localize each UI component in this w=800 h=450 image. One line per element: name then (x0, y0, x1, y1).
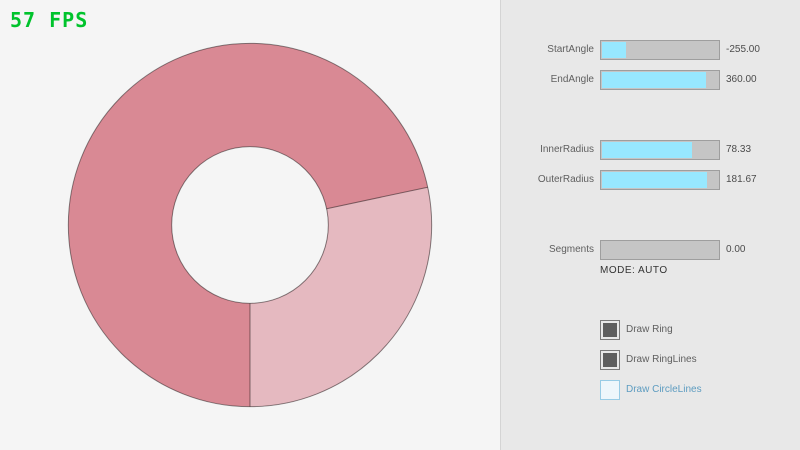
ring-inner-line (171, 146, 329, 304)
slider-value-innerradius: 78.33 (726, 144, 752, 155)
slider-label-startangle: StartAngle (547, 44, 594, 55)
slider-label-outerradius: OuterRadius (537, 174, 594, 185)
draw-ringlines-checkbox[interactable] (600, 350, 620, 370)
slider-track-startangle[interactable] (600, 40, 720, 60)
slider-label-endangle: EndAngle (550, 74, 594, 85)
slider-row-endangle: EndAngle 360.00 (551, 70, 757, 90)
slider-row-startangle: StartAngle -255.00 (547, 40, 760, 60)
ring-drawing (67, 42, 433, 408)
slider-value-endangle: 360.00 (726, 74, 757, 85)
slider-value-segments: 0.00 (726, 244, 746, 255)
slider-fill-endangle (602, 72, 707, 88)
slider-track-innerradius[interactable] (600, 140, 720, 160)
ring-light-sector (250, 187, 432, 407)
slider-value-outerradius: 181.67 (726, 174, 757, 185)
slider-track-segments[interactable] (600, 240, 720, 260)
slider-label-innerradius: InnerRadius (540, 144, 594, 155)
slider-value-startangle: -255.00 (726, 44, 760, 55)
draw-ring-label: Draw Ring (626, 324, 673, 335)
slider-row-innerradius: InnerRadius 78.33 (540, 140, 751, 160)
slider-track-outerradius[interactable] (600, 170, 720, 190)
slider-label-segments: Segments (548, 244, 594, 255)
check-mark-icon (603, 353, 617, 367)
slider-track-endangle[interactable] (600, 70, 720, 90)
draw-ringlines-label: Draw RingLines (626, 354, 697, 365)
ring-start-angle-line (326, 186, 428, 210)
ring-hole (171, 146, 329, 304)
segments-mode-label: MODE: AUTO (600, 265, 668, 276)
slider-fill-startangle (602, 42, 626, 58)
draw-ring-checkbox[interactable] (600, 320, 620, 340)
fps-counter: 57 FPS (10, 8, 89, 32)
slider-row-outerradius: OuterRadius 181.67 (538, 170, 757, 190)
draw-circlelines-label: Draw CircleLines (626, 384, 702, 395)
check-mark-icon (603, 323, 617, 337)
draw-circlelines-checkbox[interactable] (600, 380, 620, 400)
slider-row-segments: Segments 0.00 (549, 240, 745, 260)
ring-outer-line (67, 42, 433, 408)
slider-fill-innerradius (602, 142, 693, 158)
slider-fill-outerradius (602, 172, 708, 188)
